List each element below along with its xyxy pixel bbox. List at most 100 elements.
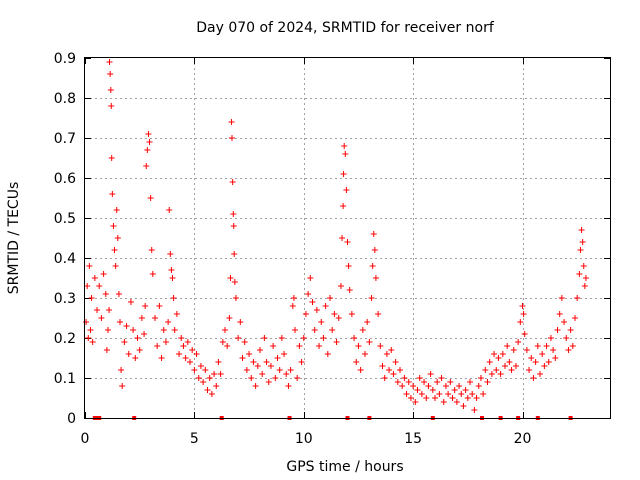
data-point	[171, 327, 178, 333]
data-point	[345, 263, 352, 269]
data-point	[343, 187, 350, 193]
data-point	[168, 267, 175, 273]
data-point	[407, 395, 414, 401]
data-point	[102, 291, 109, 297]
data-point	[226, 315, 233, 321]
data-point	[502, 363, 508, 369]
data-point	[405, 379, 412, 385]
data-point	[442, 383, 449, 389]
data-point	[359, 327, 366, 333]
data-point	[423, 395, 430, 401]
data-point	[224, 343, 231, 349]
data-point	[208, 391, 215, 397]
data-point	[259, 371, 266, 377]
x-tick-label: 20	[514, 431, 532, 447]
data-point	[109, 191, 116, 197]
data-point	[138, 315, 145, 321]
y-tick-label: 0.4	[54, 251, 76, 267]
data-point	[231, 251, 238, 257]
x-tick-label: 5	[190, 431, 199, 447]
data-point	[141, 331, 148, 337]
data-point	[123, 323, 130, 329]
data-point	[333, 339, 340, 345]
data-point	[292, 327, 298, 333]
y-tick-label: 0.3	[54, 291, 76, 307]
data-point	[399, 383, 406, 389]
data-point	[290, 295, 297, 301]
data-point	[144, 147, 151, 153]
data-point	[148, 247, 155, 253]
data-point	[364, 319, 371, 325]
data-point	[327, 295, 333, 301]
data-point	[274, 355, 281, 361]
data-point	[158, 355, 165, 361]
data-point	[300, 335, 307, 341]
data-point	[125, 351, 132, 357]
data-point	[94, 307, 101, 313]
y-tick-label: 0.9	[54, 51, 76, 67]
data-point	[287, 367, 294, 373]
data-point	[504, 343, 511, 349]
data-point	[397, 367, 403, 373]
data-point	[377, 343, 384, 349]
data-point	[521, 331, 528, 337]
data-point	[574, 295, 581, 301]
data-point	[267, 363, 274, 369]
data-point	[561, 319, 568, 325]
data-point	[495, 355, 502, 361]
data-point	[438, 375, 445, 381]
data-point	[298, 359, 305, 365]
data-point	[416, 375, 423, 381]
data-point	[534, 343, 541, 349]
data-point	[475, 383, 482, 389]
data-point	[340, 203, 347, 209]
data-point	[331, 311, 338, 317]
grid-lines	[85, 58, 610, 418]
data-point	[98, 315, 105, 321]
data-point	[167, 251, 174, 257]
data-point	[427, 371, 434, 377]
data-point	[499, 351, 506, 357]
data-point	[383, 351, 390, 357]
data-point	[235, 335, 242, 341]
data-point	[362, 351, 368, 357]
data-point	[130, 327, 137, 333]
data-point	[285, 383, 292, 389]
data-point	[246, 351, 253, 357]
data-point	[572, 315, 578, 321]
data-point	[136, 347, 143, 353]
data-point	[456, 383, 463, 389]
data-point	[106, 307, 113, 313]
data-point	[447, 379, 454, 385]
data-point	[421, 379, 428, 385]
data-point	[488, 371, 495, 377]
x-tick-label: 0	[81, 431, 90, 447]
data-point	[100, 271, 107, 277]
data-point	[550, 347, 557, 353]
data-point	[107, 87, 114, 93]
data-point	[229, 135, 235, 141]
data-point	[436, 391, 443, 397]
data-point	[134, 335, 141, 341]
data-point	[88, 295, 95, 301]
data-point	[160, 327, 167, 333]
data-point	[289, 303, 296, 309]
data-point	[320, 335, 327, 341]
data-point	[342, 151, 349, 157]
data-point	[580, 263, 587, 269]
y-tick-label: 0.1	[54, 371, 76, 387]
x-tick-label: 10	[295, 431, 313, 447]
data-point	[445, 391, 452, 397]
data-point	[272, 375, 279, 381]
data-point	[261, 335, 268, 341]
data-point	[243, 367, 250, 373]
data-point	[462, 387, 469, 393]
data-point	[429, 387, 436, 393]
data-point	[434, 379, 441, 385]
data-point	[545, 359, 552, 365]
data-point	[104, 327, 111, 333]
data-point	[117, 319, 123, 325]
data-point	[215, 359, 222, 365]
data-point	[96, 283, 103, 289]
